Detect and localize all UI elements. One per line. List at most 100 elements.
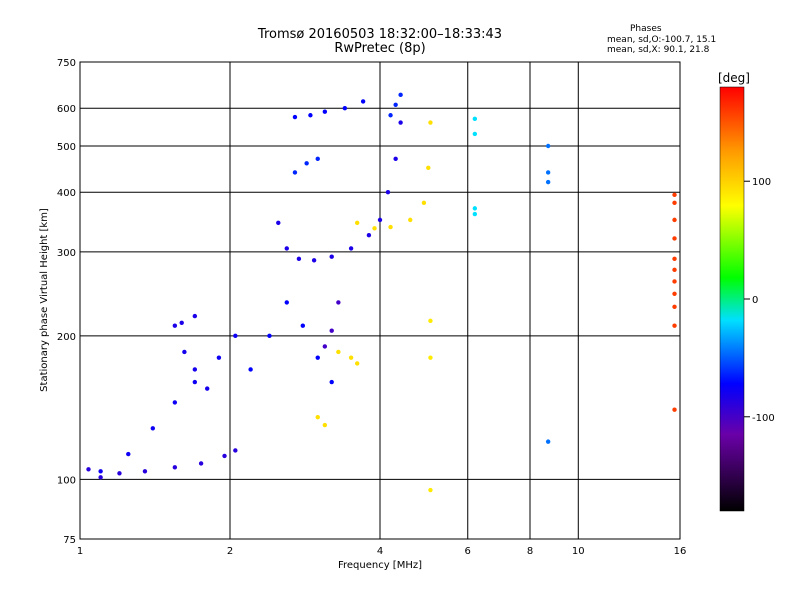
echo-point — [172, 400, 178, 405]
echo-point — [304, 161, 309, 166]
echo-point — [672, 323, 677, 328]
colorbar-ticks: 100 0 -100 — [744, 177, 775, 424]
echo-point — [192, 379, 198, 385]
echo-point — [204, 386, 210, 391]
echo-point — [233, 448, 238, 453]
echo-point — [86, 467, 91, 472]
colorbar-tick-label: -100 — [752, 413, 775, 424]
echo-point — [126, 451, 131, 457]
colorbar — [719, 86, 745, 512]
x-tick-label: 1 — [77, 546, 83, 557]
plot-frame — [79, 61, 681, 540]
echo-point — [472, 211, 478, 217]
echo-point — [248, 367, 253, 372]
echo-point — [354, 220, 360, 226]
echo-point — [329, 328, 334, 333]
echo-point — [292, 114, 298, 120]
echo-point — [672, 267, 677, 273]
echo-point — [354, 361, 360, 366]
echo-point — [428, 355, 433, 360]
echo-point — [472, 131, 478, 137]
echo-point — [329, 379, 334, 385]
tick-labels: 1 2 4 6 8 10 16 75 100 200 300 400 500 600 750 — [57, 58, 686, 557]
echo-point — [388, 224, 393, 230]
echo-point — [179, 320, 184, 325]
echo-point — [428, 318, 433, 324]
echo-point — [216, 355, 222, 360]
y-axis-label: Stationary phase Virtual Height [km] — [39, 208, 50, 392]
echo-point — [672, 304, 677, 310]
echo-point — [182, 349, 187, 355]
echo-point — [172, 323, 178, 328]
echo-point — [408, 217, 413, 223]
y-tick-label: 200 — [57, 332, 76, 343]
phases-mean-x: mean, sd,X: 90.1, 21.8 — [607, 45, 710, 55]
y-tick-label: 500 — [57, 142, 76, 153]
echo-point — [426, 165, 431, 171]
echo-point — [472, 206, 478, 211]
echo-point — [150, 426, 156, 431]
echo-point — [672, 217, 677, 223]
echo-point — [322, 109, 328, 114]
echo-point — [545, 439, 551, 444]
echo-point — [192, 313, 198, 319]
echo-point — [388, 113, 393, 118]
echo-point — [428, 120, 433, 125]
echo-point — [329, 254, 334, 259]
echo-point — [545, 179, 551, 185]
echo-point — [545, 170, 551, 175]
echo-point — [672, 192, 677, 198]
echo-point — [428, 487, 433, 493]
echo-point — [336, 349, 341, 355]
echo-point — [222, 453, 227, 459]
echo-point — [385, 190, 391, 195]
x-tick-label: 4 — [377, 546, 383, 557]
echo-point — [342, 106, 348, 111]
echo-point — [393, 156, 398, 162]
echo-point — [98, 475, 103, 480]
y-tick-label: 75 — [63, 535, 76, 546]
echo-point — [98, 469, 103, 474]
echo-point — [672, 291, 677, 296]
echo-point — [315, 156, 320, 162]
echo-point — [336, 300, 341, 305]
echo-point — [322, 422, 328, 428]
echo-point — [233, 333, 238, 339]
x-tick-label: 2 — [227, 546, 233, 557]
echo-point — [117, 471, 122, 476]
echo-point — [142, 469, 148, 474]
y-tick-label: 100 — [57, 475, 76, 486]
echo-point — [198, 461, 204, 466]
x-axis-label: Frequency [MHz] — [338, 560, 422, 571]
echo-point — [672, 256, 677, 262]
echo-point — [296, 256, 302, 262]
data-points — [86, 92, 677, 493]
echo-point — [315, 355, 320, 360]
echo-point — [300, 323, 306, 328]
echo-point — [308, 113, 313, 118]
colorbar-tick-label: 100 — [752, 177, 771, 188]
echo-point — [292, 170, 298, 175]
echo-point — [672, 236, 677, 241]
colorbar-tick-label: 0 — [752, 295, 758, 306]
echo-point — [172, 465, 178, 470]
x-tick-label: 8 — [527, 546, 533, 557]
echo-point — [377, 217, 383, 223]
echo-point — [267, 333, 272, 339]
echo-point — [672, 200, 677, 206]
x-tick-label: 10 — [572, 546, 585, 557]
colorbar-label: [deg] — [718, 71, 750, 85]
x-tick-label: 6 — [465, 546, 471, 557]
echo-point — [672, 407, 677, 412]
echo-point — [545, 143, 551, 149]
echo-point — [192, 367, 198, 372]
echo-point — [348, 246, 354, 251]
echo-point — [372, 226, 377, 231]
echo-point — [393, 102, 398, 108]
x-tick-label: 16 — [674, 546, 687, 557]
grid-lines — [79, 61, 681, 540]
phases-mean-o: mean, sd,O:-100.7, 15.1 — [607, 35, 717, 45]
echo-point — [421, 200, 427, 206]
echo-point — [284, 246, 289, 251]
echo-point — [322, 344, 328, 349]
